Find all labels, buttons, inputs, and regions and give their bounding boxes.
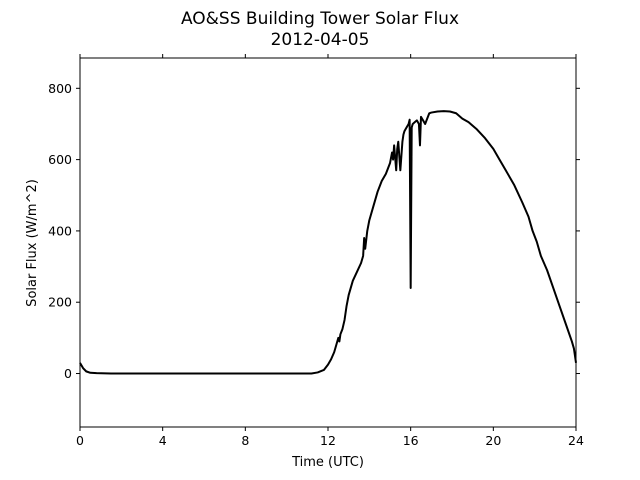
y-tick-label: 600 (48, 152, 72, 167)
plot-frame (79, 57, 577, 428)
chart-title: AO&SS Building Tower Solar Flux (181, 9, 459, 29)
series-line-0 (79, 110, 577, 375)
x-tick-label: 24 (568, 433, 584, 448)
y-axis-label: Solar Flux (W/m^2) (25, 179, 40, 307)
x-tick-label: 16 (403, 433, 419, 448)
x-tick-label: 12 (320, 433, 336, 448)
x-tick-label: 0 (76, 433, 84, 448)
y-tick-label: 200 (48, 295, 72, 310)
y-tick-label: 400 (48, 223, 72, 238)
x-tick-label: 8 (241, 433, 249, 448)
y-tick-label: 0 (64, 366, 72, 381)
plot-area: 0 4 8 12 16 20 24 0 200 400 600 800 (48, 54, 584, 448)
x-axis-label: Time (UTC) (291, 455, 364, 470)
x-tick-label: 20 (485, 433, 501, 448)
chart-subtitle: 2012-04-05 (271, 30, 370, 50)
y-tick-label: 800 (48, 81, 72, 96)
x-tick-label: 4 (159, 433, 167, 448)
